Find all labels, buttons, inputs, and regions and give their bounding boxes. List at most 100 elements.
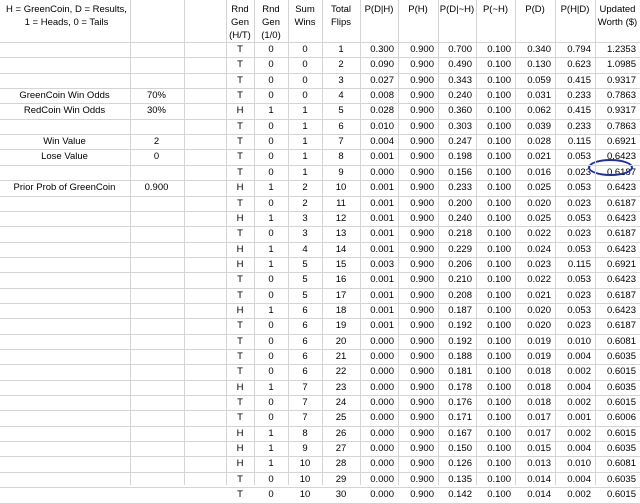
table-cell[interactable]: 0 bbox=[268, 228, 274, 240]
table-cell[interactable]: 0.900 bbox=[410, 320, 434, 332]
table-cell[interactable]: 0.053 bbox=[567, 304, 591, 316]
table-cell[interactable]: 0.6015 bbox=[606, 366, 636, 378]
table-cell[interactable]: 16 bbox=[335, 274, 347, 286]
table-cell[interactable]: T bbox=[237, 44, 243, 55]
table-cell[interactable]: 8 bbox=[302, 427, 308, 439]
table-cell[interactable]: 0.900 bbox=[410, 90, 434, 102]
table-cell[interactable]: 1 bbox=[302, 136, 308, 148]
table-cell[interactable]: 0.027 bbox=[370, 74, 394, 86]
column-header[interactable]: P(D|H) bbox=[360, 3, 398, 42]
table-cell[interactable]: 0 bbox=[268, 166, 274, 178]
table-cell[interactable]: 0.100 bbox=[487, 166, 511, 178]
table-cell[interactable]: 2 bbox=[302, 182, 308, 194]
param-value[interactable]: 0.900 bbox=[144, 182, 169, 194]
table-cell[interactable]: 0 bbox=[268, 197, 274, 209]
table-cell[interactable]: 25 bbox=[335, 412, 347, 424]
table-cell[interactable]: 0.7863 bbox=[606, 90, 636, 102]
table-cell[interactable]: 0.900 bbox=[410, 258, 434, 270]
table-cell[interactable]: 0.900 bbox=[410, 397, 434, 409]
table-cell[interactable]: 0 bbox=[268, 136, 274, 148]
table-cell[interactable]: 0.6423 bbox=[606, 182, 636, 194]
table-cell[interactable]: 0.053 bbox=[567, 212, 591, 224]
table-cell[interactable]: T bbox=[237, 397, 243, 409]
table-cell[interactable]: 0.010 bbox=[567, 458, 591, 470]
table-cell[interactable]: 0.023 bbox=[567, 320, 591, 332]
table-cell[interactable]: 0.100 bbox=[487, 59, 511, 71]
table-cell[interactable]: 6 bbox=[302, 335, 308, 347]
table-cell[interactable]: 0.6081 bbox=[606, 458, 636, 470]
table-cell[interactable]: 0.100 bbox=[487, 366, 511, 378]
table-cell[interactable]: 0.000 bbox=[370, 427, 394, 439]
table-cell[interactable]: 0.000 bbox=[370, 412, 394, 424]
table-cell[interactable]: 0.028 bbox=[370, 105, 394, 117]
table-cell[interactable]: 0.017 bbox=[527, 427, 551, 439]
table-cell[interactable]: 0.240 bbox=[448, 90, 472, 102]
table-cell[interactable]: 0.004 bbox=[567, 443, 591, 455]
table-cell[interactable]: 0 bbox=[268, 274, 274, 286]
table-cell[interactable]: 5 bbox=[302, 289, 308, 301]
table-cell[interactable]: 1 bbox=[268, 105, 274, 117]
table-cell[interactable]: 0 bbox=[268, 412, 274, 424]
table-cell[interactable]: 0 bbox=[268, 489, 274, 501]
table-cell[interactable]: T bbox=[237, 320, 243, 332]
table-cell[interactable]: 0.001 bbox=[567, 412, 591, 424]
table-cell[interactable]: H bbox=[236, 427, 244, 439]
table-cell[interactable]: 0.100 bbox=[487, 212, 511, 224]
table-cell[interactable]: 1 bbox=[268, 258, 274, 270]
table-cell[interactable]: 1 bbox=[268, 427, 274, 439]
table-cell[interactable]: 0.900 bbox=[410, 44, 434, 55]
table-cell[interactable]: 0.6006 bbox=[606, 412, 636, 424]
table-cell[interactable]: 17 bbox=[335, 289, 347, 301]
table-cell[interactable]: 0.900 bbox=[410, 366, 434, 378]
table-cell[interactable]: 0.100 bbox=[487, 397, 511, 409]
table-cell[interactable]: 0.000 bbox=[370, 335, 394, 347]
table-cell[interactable]: 0.6423 bbox=[606, 151, 636, 163]
table-cell[interactable]: 0.208 bbox=[448, 289, 472, 301]
table-cell[interactable]: 1 bbox=[268, 182, 274, 194]
table-cell[interactable]: 0 bbox=[302, 74, 308, 86]
table-cell[interactable]: 0.900 bbox=[410, 351, 434, 362]
table-cell[interactable]: T bbox=[237, 59, 243, 71]
table-cell[interactable]: 0.900 bbox=[410, 289, 434, 301]
table-cell[interactable]: T bbox=[237, 166, 243, 178]
table-cell[interactable]: 0.900 bbox=[410, 489, 434, 501]
table-cell[interactable]: 0.001 bbox=[370, 182, 394, 194]
table-cell[interactable]: 22 bbox=[335, 366, 347, 378]
table-cell[interactable]: 0.115 bbox=[567, 136, 591, 148]
table-cell[interactable]: 0.6015 bbox=[606, 427, 636, 439]
table-cell[interactable]: 1 bbox=[268, 458, 274, 470]
table-cell[interactable]: 0.031 bbox=[527, 90, 551, 102]
table-cell[interactable]: H bbox=[236, 381, 244, 393]
table-cell[interactable]: 0.218 bbox=[448, 228, 472, 240]
table-cell[interactable]: 0.002 bbox=[567, 427, 591, 439]
table-cell[interactable]: 0.100 bbox=[487, 473, 511, 485]
table-cell[interactable]: 0.023 bbox=[527, 258, 551, 270]
table-cell[interactable]: 0.247 bbox=[448, 136, 472, 148]
table-cell[interactable]: 0 bbox=[268, 289, 274, 301]
table-cell[interactable]: 0.100 bbox=[487, 427, 511, 439]
table-cell[interactable]: T bbox=[237, 366, 243, 378]
table-cell[interactable]: 0.000 bbox=[370, 489, 394, 501]
table-cell[interactable]: H bbox=[236, 212, 244, 224]
table-cell[interactable]: T bbox=[237, 228, 243, 240]
table-cell[interactable]: 0.340 bbox=[527, 44, 551, 55]
table-cell[interactable]: 0.900 bbox=[410, 166, 434, 178]
table-cell[interactable]: 0.303 bbox=[448, 120, 472, 132]
table-cell[interactable]: 0 bbox=[268, 151, 274, 163]
table-cell[interactable]: 0.013 bbox=[527, 458, 551, 470]
table-cell[interactable]: 0.000 bbox=[370, 381, 394, 393]
column-header[interactable]: P(D) bbox=[515, 3, 555, 42]
table-cell[interactable]: 7 bbox=[338, 136, 344, 148]
table-cell[interactable]: 0.016 bbox=[527, 166, 551, 178]
table-cell[interactable]: 0.001 bbox=[370, 320, 394, 332]
table-cell[interactable]: 0 bbox=[268, 120, 274, 132]
table-cell[interactable]: 0.206 bbox=[448, 258, 472, 270]
table-cell[interactable]: 0.167 bbox=[448, 427, 472, 439]
table-cell[interactable]: 11 bbox=[336, 197, 346, 209]
table-cell[interactable]: 27 bbox=[335, 443, 347, 455]
table-cell[interactable]: 0.6423 bbox=[606, 274, 636, 286]
table-cell[interactable]: 0.100 bbox=[487, 443, 511, 455]
table-cell[interactable]: 0.6035 bbox=[606, 443, 636, 455]
table-cell[interactable]: 5 bbox=[338, 105, 344, 117]
table-cell[interactable]: 0 bbox=[268, 320, 274, 332]
